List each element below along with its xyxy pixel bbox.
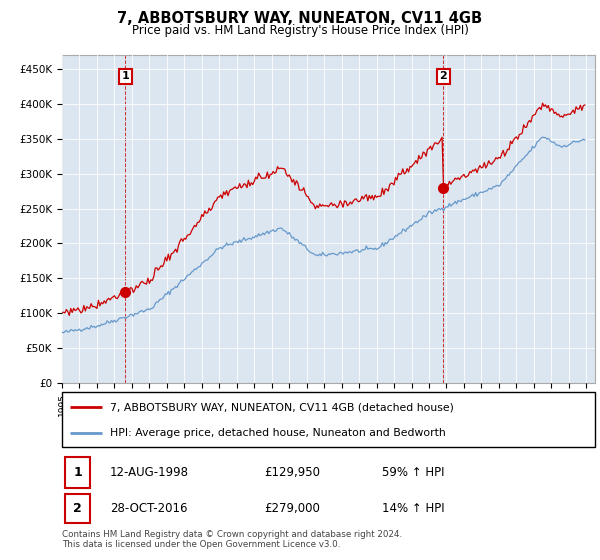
FancyBboxPatch shape — [65, 494, 90, 524]
Text: £279,000: £279,000 — [265, 502, 320, 515]
FancyBboxPatch shape — [62, 392, 595, 447]
Text: 1: 1 — [121, 71, 129, 81]
Text: 7, ABBOTSBURY WAY, NUNEATON, CV11 4GB: 7, ABBOTSBURY WAY, NUNEATON, CV11 4GB — [118, 11, 482, 26]
Text: 1: 1 — [73, 466, 82, 479]
Text: 2: 2 — [440, 71, 448, 81]
Text: 59% ↑ HPI: 59% ↑ HPI — [382, 466, 444, 479]
FancyBboxPatch shape — [65, 457, 90, 488]
Text: Contains HM Land Registry data © Crown copyright and database right 2024.
This d: Contains HM Land Registry data © Crown c… — [62, 530, 402, 549]
Text: 12-AUG-1998: 12-AUG-1998 — [110, 466, 189, 479]
Text: HPI: Average price, detached house, Nuneaton and Bedworth: HPI: Average price, detached house, Nune… — [110, 428, 446, 438]
Text: 2: 2 — [73, 502, 82, 515]
Text: 7, ABBOTSBURY WAY, NUNEATON, CV11 4GB (detached house): 7, ABBOTSBURY WAY, NUNEATON, CV11 4GB (d… — [110, 403, 454, 412]
Text: 28-OCT-2016: 28-OCT-2016 — [110, 502, 187, 515]
Text: £129,950: £129,950 — [265, 466, 320, 479]
Text: Price paid vs. HM Land Registry's House Price Index (HPI): Price paid vs. HM Land Registry's House … — [131, 24, 469, 36]
Text: 14% ↑ HPI: 14% ↑ HPI — [382, 502, 445, 515]
